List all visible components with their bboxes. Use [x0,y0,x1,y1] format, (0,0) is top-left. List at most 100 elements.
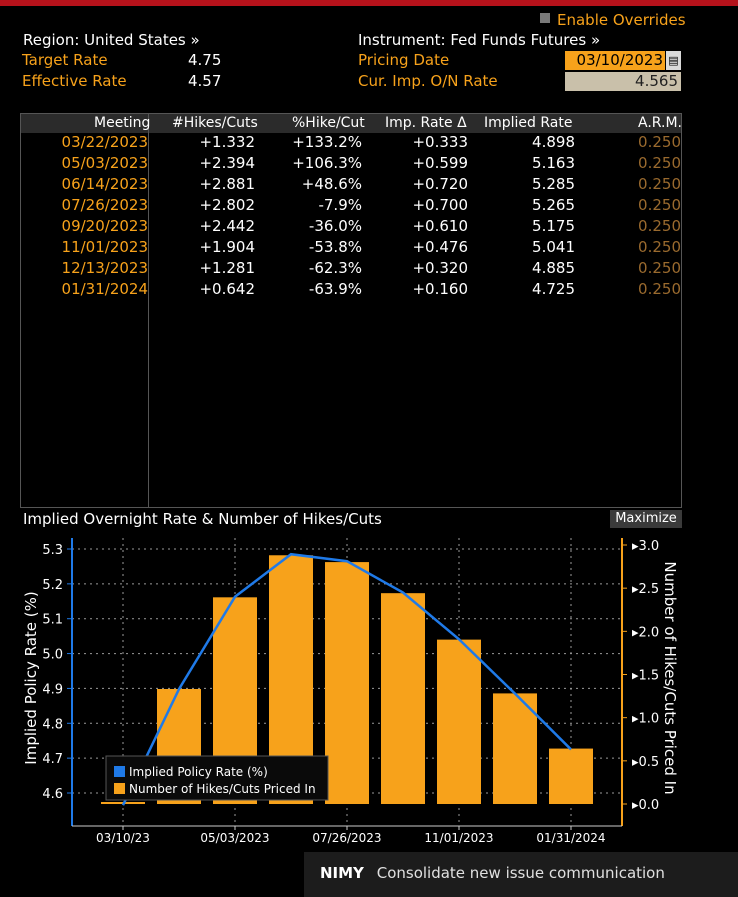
cell-arm: 0.250 [638,133,681,151]
effective-rate-value: 4.57 [188,72,222,90]
col-arm[interactable]: A.R.M. [638,115,682,131]
cell-arm: 0.250 [638,196,681,214]
right-tick-label: ▸0.0 [632,798,659,813]
bar [381,593,425,804]
command-code: NIMY [320,864,364,882]
left-axis-title: Implied Policy Rate (%) [22,591,40,764]
instrument-selector[interactable]: Instrument: Fed Funds Futures » [358,31,601,49]
enable-overrides-checkbox[interactable] [540,13,550,23]
bar [493,693,537,804]
cell-arm: 0.250 [638,217,681,235]
cell-pct: +48.6% [301,175,362,193]
cell-hikes: +0.642 [199,280,255,298]
cell-implied-rate: 5.163 [532,154,575,172]
cell-meeting: 05/03/2023 [61,154,148,172]
cell-hikes: +1.332 [199,133,255,151]
target-rate-value: 4.75 [188,51,222,69]
chart-title: Implied Overnight Rate & Number of Hikes… [23,510,382,528]
calendar-icon[interactable]: ▤ [666,51,681,70]
cell-meeting: 12/13/2023 [61,259,148,277]
cell-hikes: +1.281 [199,259,255,277]
bar [437,639,481,804]
left-tick-label: 5.1 [42,613,63,628]
col-meeting[interactable]: Meeting [94,115,151,131]
cell-implied-rate: 5.041 [532,238,575,256]
x-tick-label: 11/01/2023 [424,831,493,845]
effective-rate-label: Effective Rate [22,72,127,90]
right-tick-label: ▸2.0 [632,625,659,640]
cell-pct: -62.3% [308,259,362,277]
cell-arm: 0.250 [638,154,681,172]
cell-implied-rate: 4.885 [532,259,575,277]
command-bar-left [0,852,304,897]
pricing-date-input[interactable]: 03/10/2023 [565,51,665,70]
col-implied-rate[interactable]: Implied Rate [484,115,573,131]
left-tick-label: 4.6 [42,787,63,802]
cell-hikes: +1.904 [199,238,255,256]
top-accent-bar [0,0,738,6]
pricing-date-label: Pricing Date [358,51,450,69]
legend-label-line: Implied Policy Rate (%) [129,765,268,779]
cell-imp-delta: +0.599 [412,154,468,172]
right-tick-label: ▸0.5 [632,755,659,770]
x-tick-label: 01/31/2024 [536,831,605,845]
meetings-table [20,113,682,508]
cell-meeting: 03/22/2023 [61,133,148,151]
region-selector[interactable]: Region: United States » [23,31,200,49]
command-hint[interactable]: NIMY Consolidate new issue communication [320,864,665,882]
implied-rate-line [121,552,572,806]
cell-pct: -63.9% [308,280,362,298]
col-imp-rate-delta[interactable]: Imp. Rate Δ [385,115,467,131]
cell-implied-rate: 5.175 [532,217,575,235]
cell-pct: -7.9% [318,196,362,214]
left-tick-label: 5.3 [42,543,63,558]
cell-meeting: 07/26/2023 [61,196,148,214]
cur-rate-label: Cur. Imp. O/N Rate [358,72,498,90]
left-tick-label: 4.7 [42,752,63,767]
cell-imp-delta: +0.610 [412,217,468,235]
bar [325,562,369,804]
legend-box [105,755,329,801]
left-tick-label: 5.0 [42,648,63,663]
cell-arm: 0.250 [638,175,681,193]
maximize-button[interactable]: Maximize [610,510,682,528]
left-tick-label: 4.9 [42,682,63,697]
cell-pct: +106.3% [292,154,362,172]
cell-pct: -53.8% [308,238,362,256]
column-divider [148,114,149,507]
legend-label-bar: Number of Hikes/Cuts Priced In [129,782,316,796]
cell-meeting: 06/14/2023 [61,175,148,193]
left-tick-label: 5.2 [42,578,63,593]
bar [549,748,593,804]
enable-overrides-label[interactable]: Enable Overrides [557,11,686,29]
cell-imp-delta: +0.320 [412,259,468,277]
right-tick-label: ▸1.5 [632,669,659,684]
cell-implied-rate: 5.285 [532,175,575,193]
right-tick-label: ▸2.5 [632,582,659,597]
x-tick-label: 07/26/2023 [312,831,381,845]
legend-swatch-bar [114,783,125,794]
cell-meeting: 01/31/2024 [61,280,148,298]
cell-hikes: +2.394 [199,154,255,172]
right-tick-label: ▸3.0 [632,539,659,554]
legend-swatch-line [114,766,125,777]
col-hikes-cuts[interactable]: #Hikes/Cuts [172,115,258,131]
cell-imp-delta: +0.700 [412,196,468,214]
command-description: Consolidate new issue communication [376,864,665,882]
col-pct-hike-cut[interactable]: %Hike/Cut [292,115,365,131]
cur-rate-input[interactable]: 4.565 [565,72,681,91]
cell-pct: -36.0% [308,217,362,235]
cell-imp-delta: +0.476 [412,238,468,256]
cell-implied-rate: 4.725 [532,280,575,298]
cell-arm: 0.250 [638,238,681,256]
cell-pct: +133.2% [292,133,362,151]
cell-imp-delta: +0.720 [412,175,468,193]
right-tick-label: ▸1.0 [632,712,659,727]
cell-hikes: +2.802 [199,196,255,214]
cell-arm: 0.250 [638,280,681,298]
cell-imp-delta: +0.333 [412,133,468,151]
cell-imp-delta: +0.160 [412,280,468,298]
table-header [21,114,681,133]
rate-chart: 4.6 4.7 4.8 4.9 5.0 5.1 5.2 5.3 ▸0.0 ▸0.5 ▸1.0 ▸1.5… [22,538,679,845]
cell-hikes: +2.442 [199,217,255,235]
